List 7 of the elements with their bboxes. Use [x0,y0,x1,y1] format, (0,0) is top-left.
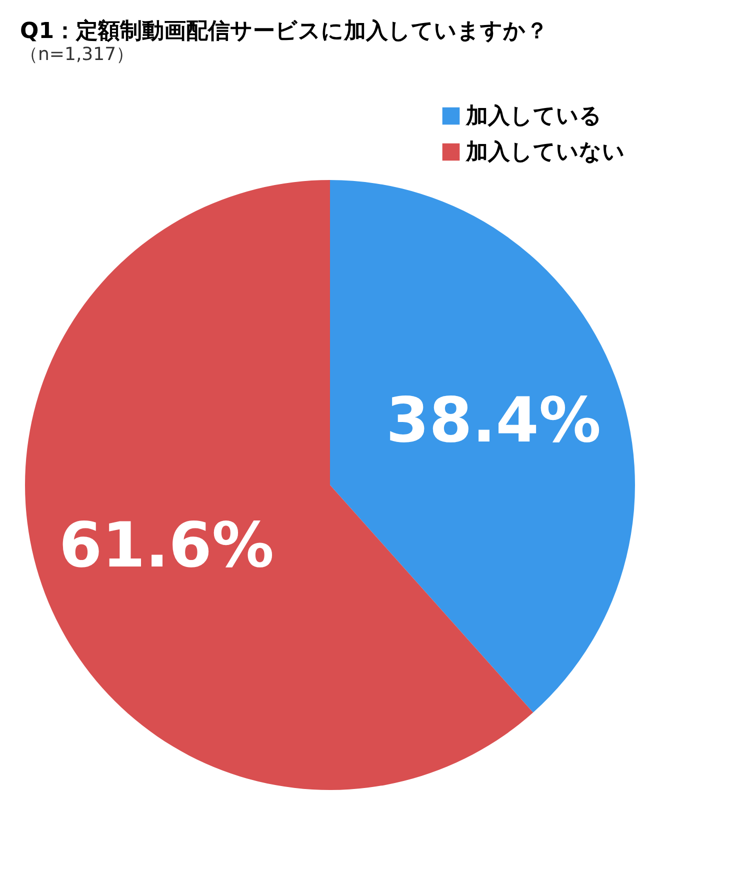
data-label: 38.4% [386,384,602,457]
chart-title: Q1：定額制動画配信サービスに加入していますか？ [20,18,548,44]
data-label: 61.6% [58,508,274,582]
legend-label: 加入していない [465,140,625,165]
legend-label: 加入している [465,104,602,129]
chart-subtitle: （n=1,317） [20,44,134,65]
pie-slice [330,180,635,713]
